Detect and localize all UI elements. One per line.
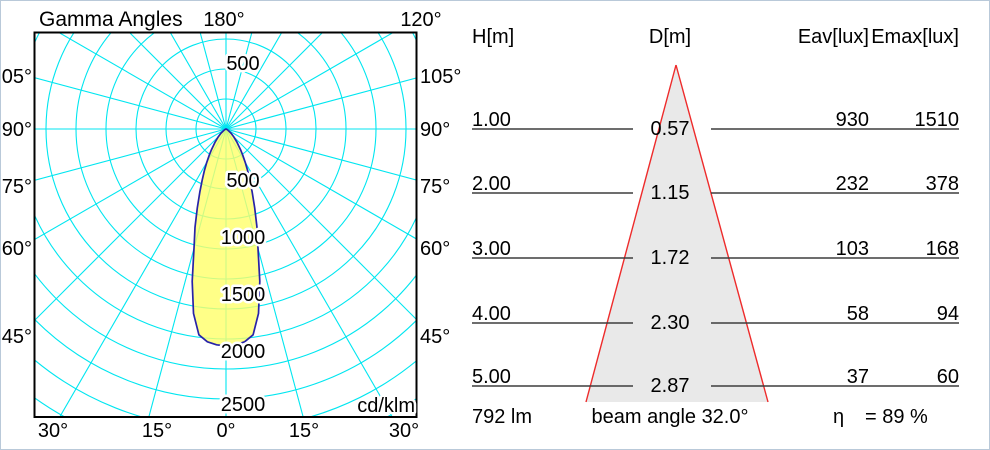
gamma-label-left: 60°: [2, 238, 32, 260]
polar-spoke: [225, 33, 253, 130]
header-emax: Emax[lux]: [871, 26, 959, 48]
emax-value: 168: [926, 238, 959, 260]
eav-value: 37: [847, 366, 869, 388]
mounting-height-value: 3.00: [472, 238, 511, 260]
polar-spoke: [225, 128, 393, 417]
polar-spoke: [59, 128, 227, 417]
mounting-height-value: 4.00: [472, 303, 511, 325]
emax-value: 94: [937, 303, 959, 325]
intensity-lobe: [191, 128, 261, 347]
polar-spoke: [225, 128, 416, 320]
eav-value: 930: [836, 109, 869, 131]
eav-value: 103: [836, 238, 869, 260]
ring-value-label: 500: [226, 53, 259, 75]
polar-grid: [35, 33, 416, 417]
beam-diameter-value: 0.57: [651, 118, 690, 140]
beam-cone: [585, 64, 769, 403]
emax-value: 378: [926, 173, 959, 195]
polar-frame: [33, 31, 418, 418]
polar-spoke: [35, 128, 227, 321]
eta-symbol: η: [833, 406, 844, 428]
cone-fill: [586, 65, 768, 402]
eta-value: = 89 %: [865, 406, 928, 428]
header-d: D[m]: [649, 26, 691, 48]
emax-value: 60: [937, 366, 959, 388]
eav-value: 232: [836, 173, 869, 195]
gamma-label-left: 90°: [2, 119, 32, 141]
polar-spoke: [35, 128, 227, 181]
gamma-label-left: 105°: [1, 66, 32, 88]
polar-spoke: [35, 128, 227, 240]
beam-diameter-value: 2.30: [651, 312, 690, 334]
gamma-label-right: 45°: [420, 326, 450, 348]
ring-value-label: 2500: [221, 394, 266, 416]
mounting-height-value: 5.00: [472, 366, 511, 388]
gamma-label-right: 60°: [420, 238, 450, 260]
gamma-label-bottom: 30°: [389, 420, 419, 442]
beam-diameter-value: 2.87: [651, 375, 690, 397]
beam-diameter-value: 1.15: [651, 182, 690, 204]
mounting-height-value: 2.00: [472, 173, 511, 195]
ring-value-label: 2000: [221, 341, 266, 363]
luminous-flux-value: 792 lm: [472, 406, 532, 428]
polar-spoke: [225, 33, 283, 130]
intensity-curve: [191, 128, 261, 347]
polar-spoke: [225, 33, 394, 130]
unit-label: cd/klm: [357, 395, 415, 417]
gamma-label-bottom: 30°: [38, 420, 68, 442]
header-eav: Eav[lux]: [798, 26, 869, 48]
polar-spoke: [35, 77, 227, 130]
polar-spoke: [169, 33, 227, 130]
gamma-label-top: 180°: [203, 9, 244, 31]
gamma-label-right: 90°: [420, 119, 450, 141]
polar-spoke: [58, 33, 227, 130]
gamma-label-bottom: 0°: [216, 420, 235, 442]
gamma-label-right: 105°: [420, 66, 461, 88]
gamma-label-left: 75°: [2, 176, 32, 198]
chart-title: Gamma Angles: [39, 8, 183, 31]
polar-spoke: [225, 128, 416, 240]
cone-edge: [675, 64, 769, 403]
polar-spoke: [199, 33, 227, 130]
polar-spoke: [225, 77, 416, 130]
ring-value-label: 1000: [221, 227, 266, 249]
mounting-height-value: 1.00: [472, 109, 511, 131]
polar-spoke: [225, 33, 323, 130]
polar-spoke: [129, 33, 227, 130]
gamma-label-bottom: 15°: [289, 420, 319, 442]
polar-axis-labels: 105° 90° 75° 60° 45° 105° 90° 75° 60° 45° 180° 120°…: [1, 9, 461, 442]
header-h: H[m]: [472, 26, 514, 48]
cone-edge: [585, 64, 677, 403]
cone-table-rows: 1.00 0.57 930 1510 2.00 1.15 232 378 3.00 1.72 103…: [472, 109, 959, 397]
beam-angle-value: beam angle 32.0°: [591, 406, 748, 428]
emax-value: 1510: [915, 109, 960, 131]
ring-value-label: 500: [226, 170, 259, 192]
polar-spoke: [225, 128, 416, 181]
gamma-label-right: 75°: [420, 176, 450, 198]
ring-value-label: 1500: [221, 284, 266, 306]
gamma-label-bottom: 15°: [142, 420, 172, 442]
gamma-label-left: 45°: [2, 326, 32, 348]
beam-diameter-value: 1.72: [651, 247, 690, 269]
eav-value: 58: [847, 303, 869, 325]
gamma-label-top: 120°: [400, 9, 441, 31]
